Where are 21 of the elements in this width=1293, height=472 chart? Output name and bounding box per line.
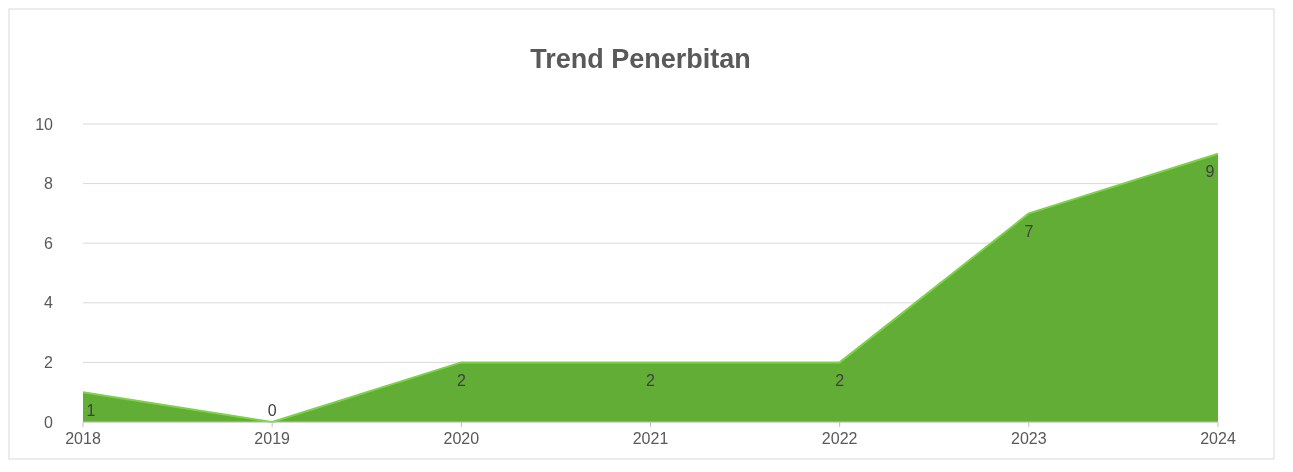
chart-title: Trend Penerbitan — [530, 44, 751, 74]
data-label: 2 — [835, 372, 845, 389]
y-tick-label: 4 — [44, 294, 54, 312]
y-tick-label: 0 — [44, 413, 54, 431]
y-tick-label: 10 — [35, 115, 54, 133]
data-label: 1 — [86, 401, 96, 419]
data-label: 7 — [1024, 223, 1034, 240]
data-label: 0 — [267, 401, 277, 419]
data-label: 2 — [646, 372, 656, 389]
data-label: 2 — [456, 372, 466, 389]
x-tick-label: 2018 — [65, 430, 101, 447]
x-tick-label: 2024 — [1200, 430, 1236, 447]
x-tick-label: 2023 — [1011, 430, 1047, 447]
y-tick-label: 2 — [44, 354, 54, 371]
x-tick-label: 2021 — [632, 430, 669, 447]
y-tick-label: 6 — [44, 234, 54, 252]
x-tick-label: 2022 — [821, 430, 858, 447]
data-label: 9 — [1205, 163, 1215, 181]
y-tick-label: 8 — [44, 175, 54, 193]
x-tick-label: 2020 — [443, 430, 480, 447]
x-tick-label: 2019 — [254, 430, 291, 447]
